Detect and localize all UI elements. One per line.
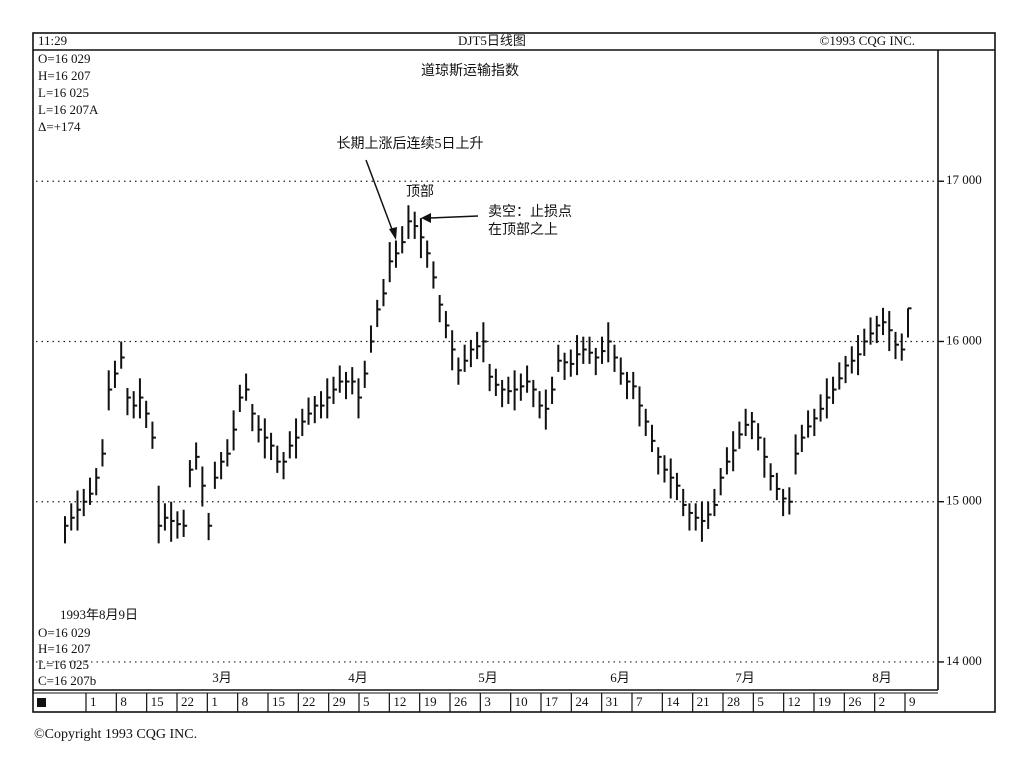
x-tick-label: 5: [757, 694, 764, 709]
x-tick-label: 9: [909, 694, 916, 709]
x-tick-label: 26: [848, 694, 862, 709]
x-tick-label: 8: [242, 694, 249, 709]
x-tick-label: 2: [879, 694, 886, 709]
info-line: O=16 029: [38, 51, 90, 66]
arrow: [429, 215, 479, 219]
x-tick-label: 3: [484, 694, 491, 709]
x-tick-label: 19: [818, 694, 831, 709]
info-date: 1993年8月9日: [60, 607, 138, 622]
x-tick-label: 21: [697, 694, 710, 709]
x-tick-label: 28: [727, 694, 740, 709]
header-copyright: ©1993 CQG INC.: [820, 33, 915, 48]
x-tick-label: 14: [666, 694, 680, 709]
month-label: 7月: [735, 670, 755, 685]
info-line: L=16 025: [38, 85, 89, 100]
y-tick-label: 17 000: [946, 172, 982, 187]
arrowhead: [389, 227, 397, 240]
annotation: 长期上涨后连续5日上升: [337, 135, 484, 152]
month-label: 4月: [348, 670, 368, 685]
x-tick-label: 22: [302, 694, 315, 709]
header-time: 11:29: [38, 33, 67, 48]
x-tick-label: 1: [211, 694, 218, 709]
y-tick-label: 15 000: [946, 493, 982, 508]
month-label: 5月: [478, 670, 498, 685]
chart-title: 道琼斯运输指数: [421, 63, 519, 79]
x-tick-label: 17: [545, 694, 559, 709]
annotation: 在顶部之上: [488, 222, 558, 238]
info-line: H=16 207: [38, 68, 91, 83]
x-tick-label: 8: [120, 694, 127, 709]
corner-square: [37, 698, 46, 707]
chart-frame: [32, 32, 996, 713]
x-tick-label: 31: [606, 694, 619, 709]
arrowhead: [421, 213, 431, 223]
annotation: 顶部: [406, 184, 434, 200]
annotation: 卖空：止损点: [488, 204, 572, 220]
x-tick-label: 10: [515, 694, 528, 709]
x-tick-label: 22: [181, 694, 194, 709]
info-line: C=16 207b: [38, 673, 96, 688]
x-tick-label: 15: [151, 694, 164, 709]
month-label: 8月: [872, 670, 892, 685]
info-line: O=16 029: [38, 625, 90, 640]
month-label: 6月: [610, 670, 630, 685]
footer: ©Copyright 1993 CQG INC.: [34, 727, 197, 742]
info-line: L=16 207A: [38, 102, 99, 117]
x-tick-label: 29: [333, 694, 346, 709]
x-tick-label: 24: [575, 694, 589, 709]
x-tick-label: 5: [363, 694, 370, 709]
x-tick-label: 15: [272, 694, 285, 709]
y-tick-label: 16 000: [946, 332, 982, 347]
info-line: H=16 207: [38, 641, 91, 656]
x-tick-label: 1: [90, 694, 97, 709]
x-tick-label: 12: [393, 694, 406, 709]
info-line: L=16 025: [38, 657, 89, 672]
month-label: 3月: [212, 670, 232, 685]
x-tick-label: 19: [424, 694, 437, 709]
x-tick-label: 7: [636, 694, 643, 709]
info-line: Δ=+174: [38, 119, 81, 134]
x-tick-label: 12: [788, 694, 801, 709]
x-tick-label: 26: [454, 694, 468, 709]
arrow: [365, 159, 394, 233]
y-tick-label: 14 000: [946, 653, 982, 668]
header-name: DJT5日线图: [458, 33, 526, 48]
